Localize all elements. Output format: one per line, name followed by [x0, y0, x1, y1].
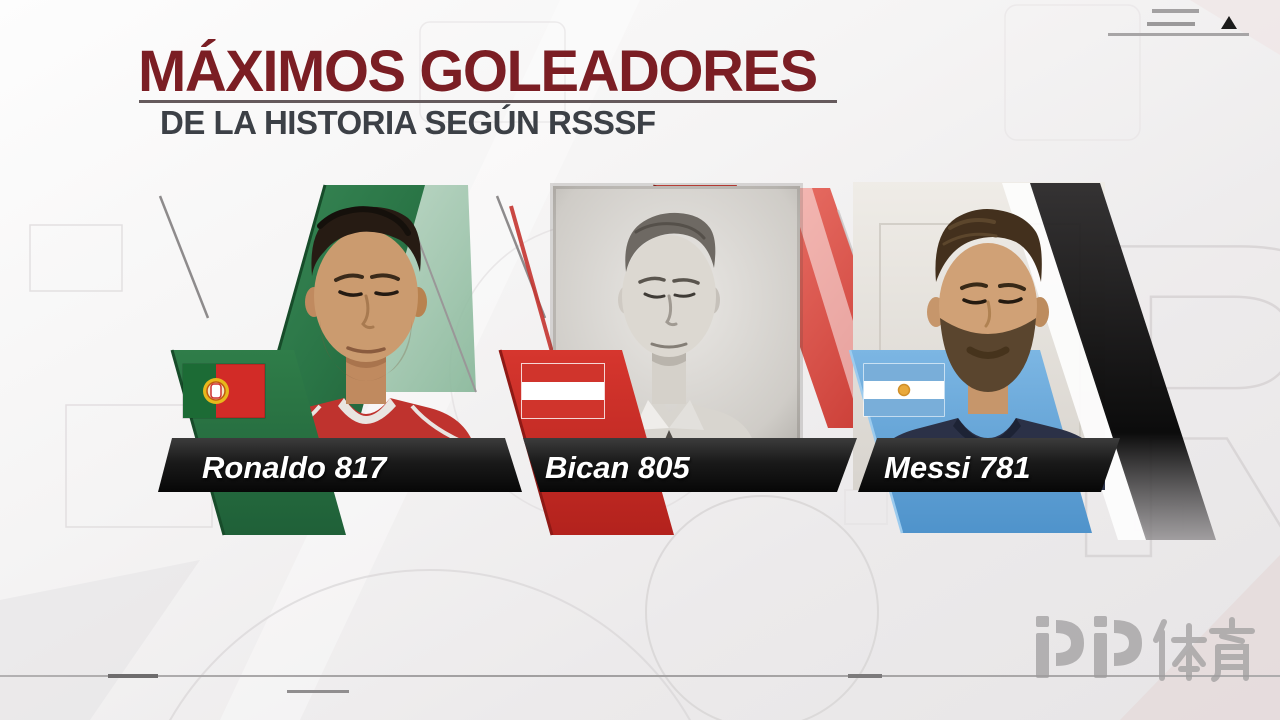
ghost-rect: [844, 489, 888, 525]
triangle-up-icon: [1221, 16, 1237, 29]
ghost-rect: [29, 224, 123, 292]
charcoal-band: [1030, 183, 1216, 540]
page-subtitle: DE LA HISTORIA SEGÚN RSSSF: [160, 104, 656, 141]
banner-bar: [158, 438, 1120, 492]
title-underline: [139, 100, 837, 103]
banner-segment-bican: [523, 438, 857, 492]
bottom-rule: [0, 675, 1280, 677]
ghost-rect: [419, 21, 566, 123]
bottom-rule-mid-segment: [287, 690, 349, 693]
player-label-ronaldo: Ronaldo 817: [202, 450, 387, 485]
argentina-flag: [863, 363, 945, 417]
player-label-bican: Bican 805: [545, 450, 690, 485]
pp-sports-logo-icon: [1036, 616, 1255, 682]
ghost-rect: [1004, 4, 1141, 141]
sun-of-may: [897, 383, 911, 397]
menu-bar-icon: [1152, 9, 1199, 13]
diagonal-accent-line: [158, 195, 210, 319]
page-title: MÁXIMOS GOLEADORES: [138, 39, 818, 104]
menu-bar-icon: [1147, 22, 1195, 26]
player-label-messi: Messi 781: [884, 450, 1031, 485]
argentina-flag-rect: [863, 363, 945, 417]
bottom-left-wash: [0, 560, 200, 720]
austria-flag-rect: [521, 363, 605, 419]
pp-sports-watermark: [1034, 614, 1256, 688]
top-right-rule: [1108, 33, 1249, 36]
banner-segment-messi: [858, 438, 1120, 492]
portugal-flag-rect: [182, 363, 266, 419]
ghost-circle: [645, 495, 879, 720]
card-messi: [837, 182, 1216, 540]
bottom-rule-dark-segment: [848, 674, 882, 678]
banner-segment-ronaldo: [158, 438, 522, 492]
ghost-arc: [169, 569, 691, 720]
red-accent-line: [509, 205, 554, 353]
bottom-rule-dark-segment: [108, 674, 158, 678]
